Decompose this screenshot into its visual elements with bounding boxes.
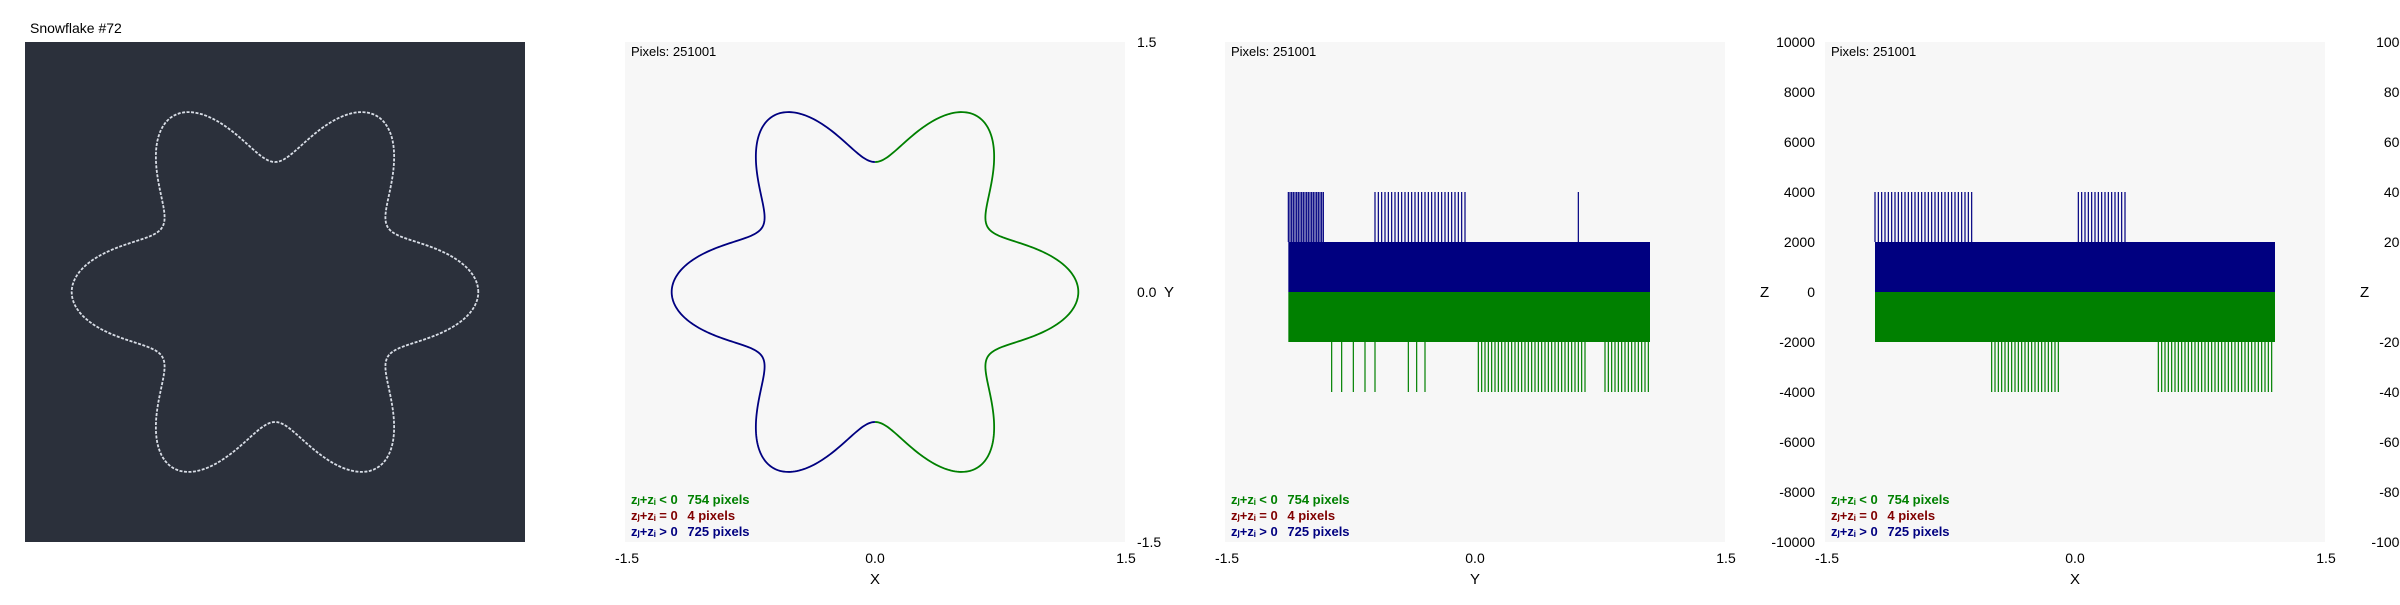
ylabel-xz: Z <box>2360 284 2369 301</box>
xlabel-xz: X <box>2070 571 2080 588</box>
legend-xz-negative-count: 754 pixels <box>1887 492 1949 507</box>
xtick-xy-right: 1.5 <box>1116 550 1136 566</box>
ytick-label: -4000 <box>1779 384 1815 400</box>
yticks-xz: 1000080006000400020000-2000-4000-6000-80… <box>2371 34 2400 550</box>
ytick-label: -2000 <box>1779 334 1815 350</box>
legend-xy-negative-count: 754 pixels <box>687 492 749 507</box>
legend-xz-positive: zⱼ+zᵢ > 0 725 pixels <box>1831 524 1950 539</box>
ytick-label: 4000 <box>2384 184 2400 200</box>
legend-xy-negative-name: zⱼ+zᵢ < 0 <box>631 492 678 507</box>
panel-yz-bars: Pixels: 251001 -1.5 0.0 1.5 Y 10000 8000 6… <box>1215 34 1815 588</box>
xtick-xz-right: 1.5 <box>2316 550 2336 566</box>
snowflake-outline-positive <box>670 111 876 473</box>
ylabel-yz: Z <box>1760 284 1769 301</box>
legend-xz-zero-name: zⱼ+zᵢ = 0 <box>1831 508 1878 523</box>
legend-xy-positive-count: 725 pixels <box>687 524 749 539</box>
ytick-xy-top: 1.5 <box>1137 34 1157 50</box>
panel-snowflake-image: Snowflake #72 <box>25 20 525 542</box>
xtick-xz-left: -1.5 <box>1815 550 1839 566</box>
image-background <box>25 42 525 542</box>
legend-xz-zero-count: 4 pixels <box>1887 508 1935 523</box>
negative-band <box>1875 292 2275 342</box>
legend-yz-negative-count: 754 pixels <box>1287 492 1349 507</box>
legend-yz-zero-count: 4 pixels <box>1287 508 1335 523</box>
ytick-label: -8000 <box>2379 484 2400 500</box>
legend-yz-zero-name: zⱼ+zᵢ = 0 <box>1231 508 1278 523</box>
legend-xy-zero: zⱼ+zᵢ = 0 4 pixels <box>631 508 735 523</box>
snowflake-outline-negative <box>874 111 1080 473</box>
ylabel-xy: Y <box>1164 284 1174 301</box>
legend-xy: zⱼ+zᵢ < 0 754 pixels zⱼ+zᵢ = 0 4 pixels … <box>631 492 750 539</box>
ytick-label: -10000 <box>2371 534 2400 550</box>
bars-yz <box>1287 192 1650 392</box>
snowflake-outline-light <box>70 111 480 473</box>
ytick-label: -10000 <box>1771 534 1815 550</box>
xtick-yz-left: -1.5 <box>1215 550 1239 566</box>
xtick-xz-mid: 0.0 <box>2065 550 2085 566</box>
ytick-label: -4000 <box>2379 384 2400 400</box>
ytick-label: 10000 <box>1776 34 1815 50</box>
ytick-label: -6000 <box>2379 434 2400 450</box>
xtick-xy-mid: 0.0 <box>865 550 885 566</box>
yticks-yz: 10000 8000 6000 4000 2000 0 -2000 -4000 -6000 -80… <box>1771 34 1815 550</box>
legend-yz-negative: zⱼ+zᵢ < 0 754 pixels <box>1231 492 1350 507</box>
xlabel-xy: X <box>870 571 880 588</box>
xtick-yz-right: 1.5 <box>1716 550 1736 566</box>
legend-xy-zero-name: zⱼ+zᵢ = 0 <box>631 508 678 523</box>
legend-yz-positive: zⱼ+zᵢ > 0 725 pixels <box>1231 524 1350 539</box>
ytick-label: 2000 <box>2384 234 2400 250</box>
ytick-label: -6000 <box>1779 434 1815 450</box>
ytick-label: 6000 <box>1784 134 1815 150</box>
legend-xy-negative: zⱼ+zᵢ < 0 754 pixels <box>631 492 750 507</box>
legend-yz-negative-name: zⱼ+zᵢ < 0 <box>1231 492 1278 507</box>
ytick-label: 0 <box>1807 284 1815 300</box>
pixels-info-xz: Pixels: 251001 <box>1831 44 1916 59</box>
ytick-label: 2000 <box>1784 234 1815 250</box>
legend-xz: zⱼ+zᵢ < 0 754 pixels zⱼ+zᵢ = 0 4 pixels … <box>1831 492 1950 539</box>
image-title: Snowflake #72 <box>30 20 122 36</box>
legend-xy-positive: zⱼ+zᵢ > 0 725 pixels <box>631 524 750 539</box>
xtick-xy-left: -1.5 <box>615 550 639 566</box>
legend-yz-positive-count: 725 pixels <box>1287 524 1349 539</box>
pixels-info-yz: Pixels: 251001 <box>1231 44 1316 59</box>
legend-xz-negative: zⱼ+zᵢ < 0 754 pixels <box>1831 492 1950 507</box>
legend-yz-positive-name: zⱼ+zᵢ > 0 <box>1231 524 1278 539</box>
ytick-xy-mid: 0.0 <box>1137 284 1157 300</box>
legend-xz-negative-name: zⱼ+zᵢ < 0 <box>1831 492 1878 507</box>
panel-xz-bars: Pixels: 251001 -1.5 0.0 1.5 X 10000 8000 6… <box>1815 34 2400 588</box>
legend-yz-zero: zⱼ+zᵢ = 0 4 pixels <box>1231 508 1335 523</box>
ytick-label: 8000 <box>1784 84 1815 100</box>
legend-xz-positive-name: zⱼ+zᵢ > 0 <box>1831 524 1878 539</box>
ytick-xy-bottom: -1.5 <box>1137 534 1161 550</box>
legend-xz-zero: zⱼ+zᵢ = 0 4 pixels <box>1831 508 1935 523</box>
bars-xz <box>1874 192 2275 392</box>
legend-xy-positive-name: zⱼ+zᵢ > 0 <box>631 524 678 539</box>
ytick-label: 10000 <box>2376 34 2400 50</box>
legend-xz-positive-count: 725 pixels <box>1887 524 1949 539</box>
panel-xy-scatter: Pixels: 251001 -1.5 0.0 1.5 X 1.5 0.0 Y … <box>615 34 1174 588</box>
ytick-label: 6000 <box>2384 134 2400 150</box>
negative-band <box>1288 292 1650 342</box>
legend-xy-zero-count: 4 pixels <box>687 508 735 523</box>
pixels-info-xy: Pixels: 251001 <box>631 44 716 59</box>
ytick-label: -2000 <box>2379 334 2400 350</box>
ytick-label: 4000 <box>1784 184 1815 200</box>
ytick-label: 8000 <box>2384 84 2400 100</box>
plot-area-xy <box>625 42 1125 542</box>
positive-band <box>1288 242 1650 292</box>
xlabel-yz: Y <box>1470 571 1480 588</box>
positive-band <box>1875 242 2275 292</box>
legend-yz: zⱼ+zᵢ < 0 754 pixels zⱼ+zᵢ = 0 4 pixels … <box>1231 492 1350 539</box>
xtick-yz-mid: 0.0 <box>1465 550 1485 566</box>
ytick-label: -8000 <box>1779 484 1815 500</box>
